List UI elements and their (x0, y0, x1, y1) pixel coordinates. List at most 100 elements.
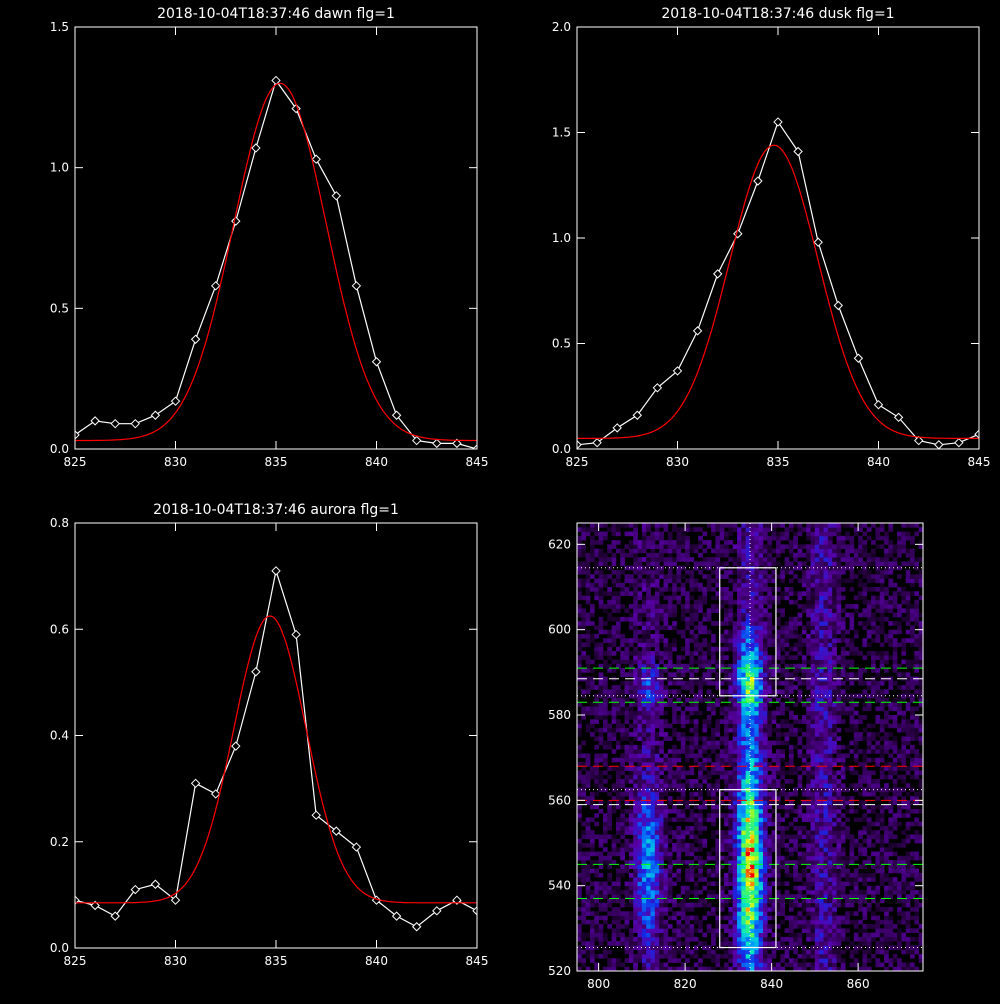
heatmap-cell (837, 877, 842, 882)
heatmap-cell (651, 758, 656, 763)
heatmap-cell (642, 937, 647, 942)
heatmap-cell (616, 685, 621, 690)
heatmap-cell (603, 557, 608, 562)
heatmap-cell (698, 625, 703, 630)
heatmap-cell (806, 873, 811, 878)
heatmap-cell (724, 753, 729, 758)
heatmap-cell (737, 805, 742, 810)
heatmap-cell (767, 724, 772, 729)
heatmap-cell (664, 822, 669, 827)
heatmap-cell (750, 578, 755, 583)
heatmap-cell (733, 958, 738, 963)
heatmap-cell (832, 788, 837, 793)
heatmap-cell (780, 625, 785, 630)
data-line (577, 122, 979, 445)
heatmap-cell (828, 805, 833, 810)
heatmap-cell (590, 608, 595, 613)
heatmap-cell (724, 886, 729, 891)
heatmap-cell (819, 621, 824, 626)
heatmap-cell (620, 873, 625, 878)
heatmap-cell (612, 660, 617, 665)
y-tick-label: 1.0 (552, 231, 571, 245)
fit-curve (75, 83, 477, 440)
heatmap-cell (616, 775, 621, 780)
heatmap-cell (590, 881, 595, 886)
heatmap-cell (586, 770, 591, 775)
chart-title: 2018-10-04T18:37:46 dusk flg=1 (661, 6, 894, 22)
heatmap-cell (603, 860, 608, 865)
heatmap-cell (776, 574, 781, 579)
heatmap-cell (577, 728, 582, 733)
heatmap-cell (642, 941, 647, 946)
heatmap-cell (594, 566, 599, 571)
heatmap-cell (689, 766, 694, 771)
heatmap-cell (832, 962, 837, 967)
heatmap-cell (832, 621, 837, 626)
heatmap-cell (707, 642, 712, 647)
heatmap-cell (590, 681, 595, 686)
heatmap-cell (694, 783, 699, 788)
heatmap-cell (815, 783, 820, 788)
heatmap-cell (651, 660, 656, 665)
heatmap-cell (651, 834, 656, 839)
heatmap-cell (689, 719, 694, 724)
heatmap-cell (646, 788, 651, 793)
heatmap-cell (711, 805, 716, 810)
heatmap-cell (767, 642, 772, 647)
heatmap-cell (824, 745, 829, 750)
heatmap-cell (776, 681, 781, 686)
heatmap-cell (763, 523, 768, 528)
heatmap-cell (672, 621, 677, 626)
heatmap-cell (599, 937, 604, 942)
heatmap-cell (651, 561, 656, 566)
heatmap-cell (698, 839, 703, 844)
heatmap-cell (668, 779, 673, 784)
heatmap-cell (681, 834, 686, 839)
heatmap-cell (815, 647, 820, 652)
heatmap-cell (655, 907, 660, 912)
data-point (935, 441, 943, 449)
heatmap-cell (590, 941, 595, 946)
heatmap-cell (629, 941, 634, 946)
heatmap-cell (737, 553, 742, 558)
heatmap-cell (603, 881, 608, 886)
heatmap-cell (638, 950, 643, 955)
data-point (272, 567, 280, 575)
heatmap-cell (586, 642, 591, 647)
heatmap-cell (780, 881, 785, 886)
heatmap-cell (698, 898, 703, 903)
heatmap-cell (659, 672, 664, 677)
heatmap-cell (806, 553, 811, 558)
heatmap-cell (733, 527, 738, 532)
heatmap-cell (629, 890, 634, 895)
heatmap-cell (754, 928, 759, 933)
heatmap-cell (728, 924, 733, 929)
heatmap-cell (837, 933, 842, 938)
heatmap-cell (815, 596, 820, 601)
heatmap-cell (763, 792, 768, 797)
heatmap-cell (763, 873, 768, 878)
heatmap-cell (694, 903, 699, 908)
heatmap-cell (672, 809, 677, 814)
heatmap-cell (607, 941, 612, 946)
heatmap-cell (646, 604, 651, 609)
heatmap-cell (824, 587, 829, 592)
heatmap-cell (655, 557, 660, 562)
heatmap-cell (767, 685, 772, 690)
heatmap-cell (750, 570, 755, 575)
heatmap-cell (577, 732, 582, 737)
heatmap-cell (819, 920, 824, 925)
heatmap-cell (655, 655, 660, 660)
heatmap-cell (676, 544, 681, 549)
heatmap-cell (668, 600, 673, 605)
heatmap-cell (815, 886, 820, 891)
heatmap-cell (750, 591, 755, 596)
heatmap-cell (832, 817, 837, 822)
heatmap-cell (612, 642, 617, 647)
heatmap-cell (577, 672, 582, 677)
heatmap-cell (638, 834, 643, 839)
heatmap-cell (759, 941, 764, 946)
heatmap-cell (590, 890, 595, 895)
heatmap-cell (664, 890, 669, 895)
heatmap-cell (659, 809, 664, 814)
